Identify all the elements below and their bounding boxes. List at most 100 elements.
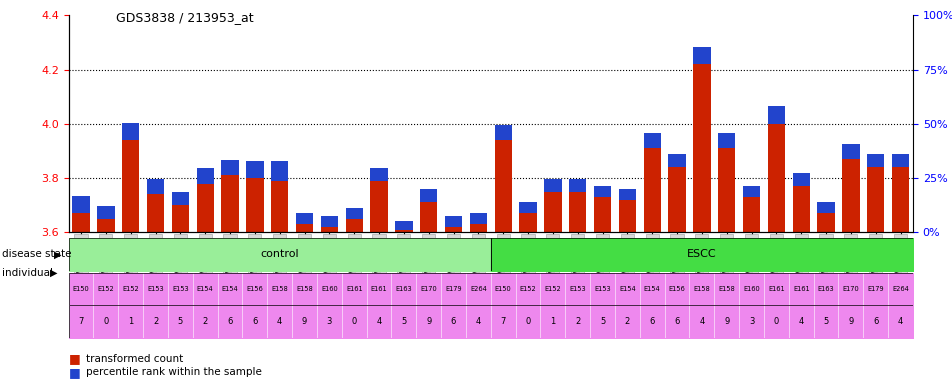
- Text: E152: E152: [122, 286, 139, 292]
- Text: 9: 9: [426, 317, 431, 326]
- Bar: [346, 219, 363, 232]
- Bar: [568, 179, 585, 192]
- Text: 6: 6: [228, 317, 232, 326]
- Bar: [221, 175, 239, 232]
- Bar: [544, 179, 561, 192]
- Text: ▶: ▶: [54, 249, 62, 260]
- Text: E150: E150: [494, 286, 511, 292]
- Bar: [618, 200, 635, 232]
- Text: 9: 9: [847, 317, 853, 326]
- Bar: [842, 144, 859, 159]
- Bar: [246, 161, 264, 178]
- Text: 9: 9: [724, 317, 728, 326]
- Text: 0: 0: [103, 317, 109, 326]
- Text: 3: 3: [327, 317, 331, 326]
- Bar: [346, 208, 363, 219]
- Bar: [643, 133, 661, 148]
- Bar: [667, 167, 685, 232]
- Bar: [866, 154, 883, 167]
- Text: 7: 7: [500, 317, 506, 326]
- Bar: [122, 140, 139, 232]
- Bar: [494, 140, 511, 232]
- Text: E153: E153: [568, 286, 585, 292]
- Text: E152: E152: [519, 286, 536, 292]
- Bar: [72, 214, 89, 232]
- Bar: [692, 64, 710, 232]
- Bar: [147, 179, 164, 194]
- Bar: [196, 168, 213, 184]
- Bar: [792, 186, 809, 232]
- Bar: [817, 214, 834, 232]
- Text: E154: E154: [222, 286, 238, 292]
- Bar: [717, 133, 735, 148]
- Bar: [370, 168, 387, 181]
- Text: 0: 0: [525, 317, 530, 326]
- Bar: [395, 230, 412, 232]
- Bar: [618, 189, 635, 200]
- Bar: [395, 221, 412, 230]
- Bar: [469, 224, 486, 232]
- Text: 4: 4: [699, 317, 704, 326]
- Bar: [643, 148, 661, 232]
- Bar: [97, 219, 114, 232]
- Text: 4: 4: [798, 317, 803, 326]
- Text: E163: E163: [817, 286, 834, 292]
- Text: E170: E170: [420, 286, 437, 292]
- Bar: [72, 196, 89, 214]
- Text: transformed count: transformed count: [86, 354, 183, 364]
- Bar: [817, 202, 834, 214]
- Text: E152: E152: [544, 286, 561, 292]
- Bar: [593, 197, 610, 232]
- Text: 4: 4: [897, 317, 902, 326]
- Bar: [147, 194, 164, 232]
- Bar: [717, 148, 735, 232]
- Bar: [792, 173, 809, 186]
- Bar: [196, 184, 213, 232]
- Bar: [122, 123, 139, 140]
- Text: E156: E156: [247, 286, 263, 292]
- Text: E154: E154: [619, 286, 635, 292]
- Bar: [270, 181, 288, 232]
- Bar: [742, 186, 760, 197]
- Text: E264: E264: [891, 286, 908, 292]
- Text: 1: 1: [128, 317, 133, 326]
- Bar: [320, 227, 338, 232]
- Bar: [295, 214, 313, 224]
- Bar: [420, 202, 437, 232]
- Bar: [767, 106, 784, 124]
- Text: ESCC: ESCC: [686, 249, 716, 260]
- Bar: [469, 214, 486, 224]
- Text: 6: 6: [649, 317, 654, 326]
- Text: 2: 2: [152, 317, 158, 326]
- Bar: [593, 186, 610, 197]
- Bar: [667, 154, 685, 167]
- Text: 5: 5: [178, 317, 183, 326]
- Text: GDS3838 / 213953_at: GDS3838 / 213953_at: [116, 12, 253, 25]
- Text: 5: 5: [600, 317, 605, 326]
- Bar: [445, 216, 462, 227]
- Text: 4: 4: [277, 317, 282, 326]
- Text: E160: E160: [321, 286, 337, 292]
- Text: 6: 6: [252, 317, 257, 326]
- Text: E154: E154: [197, 286, 213, 292]
- Text: E179: E179: [866, 286, 883, 292]
- Bar: [246, 178, 264, 232]
- Text: E154: E154: [644, 286, 660, 292]
- Text: 1: 1: [549, 317, 555, 326]
- Text: 9: 9: [302, 317, 307, 326]
- Text: E152: E152: [97, 286, 114, 292]
- Text: 5: 5: [401, 317, 407, 326]
- Text: E158: E158: [271, 286, 288, 292]
- Text: 2: 2: [203, 317, 208, 326]
- Text: 0: 0: [351, 317, 356, 326]
- Text: 2: 2: [574, 317, 580, 326]
- Bar: [494, 125, 511, 140]
- Text: E161: E161: [370, 286, 387, 292]
- Bar: [445, 227, 462, 232]
- Text: 4: 4: [376, 317, 381, 326]
- Bar: [891, 167, 908, 232]
- Text: E163: E163: [395, 286, 412, 292]
- Bar: [842, 159, 859, 232]
- Text: 5: 5: [823, 317, 828, 326]
- Text: E156: E156: [668, 286, 684, 292]
